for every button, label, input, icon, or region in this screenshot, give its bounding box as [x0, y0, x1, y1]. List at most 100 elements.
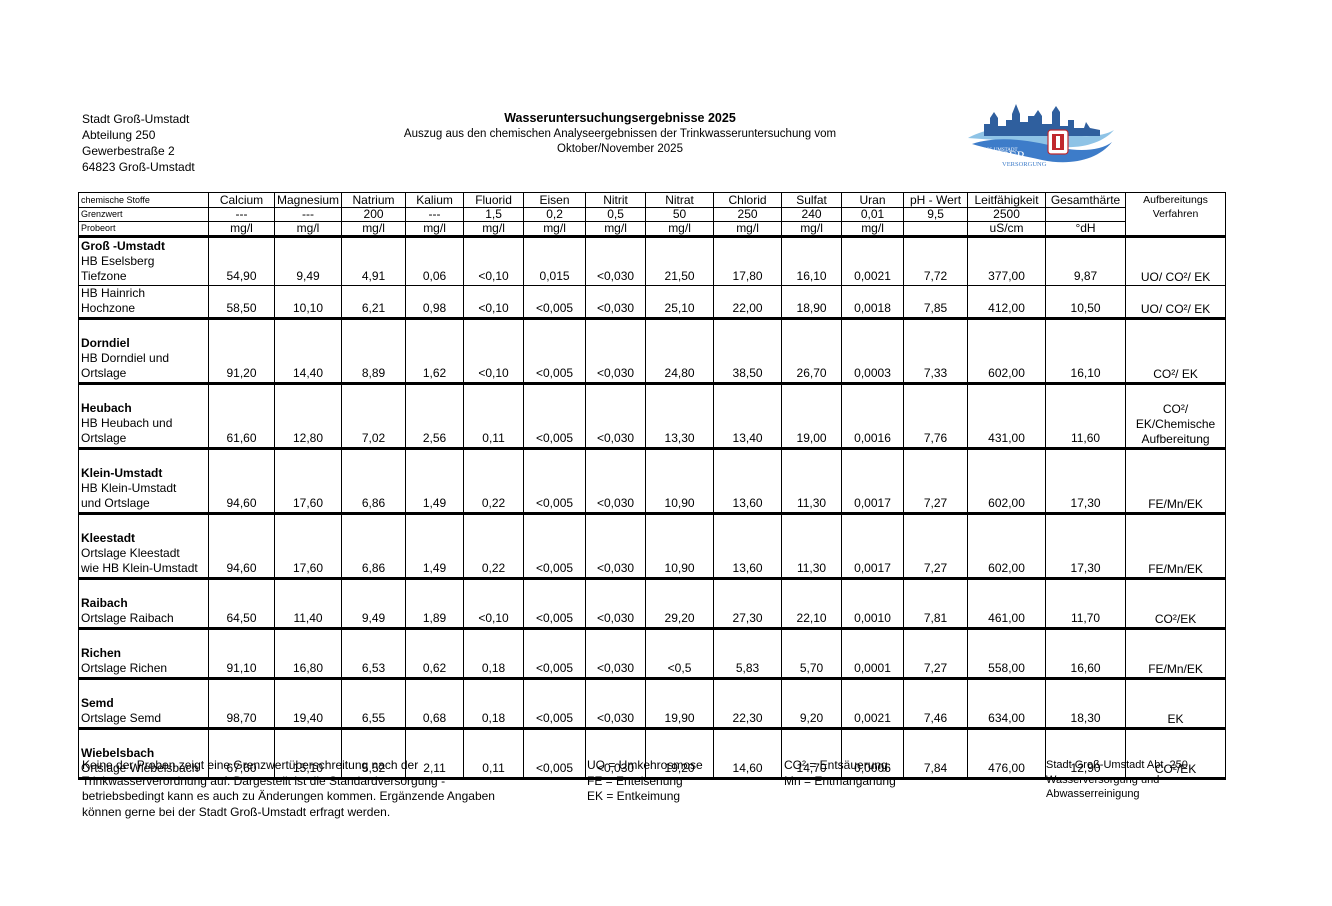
measurement-value: 38,50	[713, 317, 783, 384]
measurement-value: 17,80	[713, 235, 783, 286]
limit-value: 0,5	[585, 207, 647, 222]
measurement-value: 24,80	[645, 317, 715, 384]
location-detail: Tiefzone	[81, 269, 127, 283]
measurement-value: 98,70	[208, 677, 275, 729]
unit-label: mg/l	[273, 221, 343, 237]
limit-value: 2500	[967, 207, 1047, 222]
measurement-value: 7,72	[903, 235, 969, 286]
treatment-process: CO²/EK	[1125, 577, 1227, 629]
unit-label: mg/l	[341, 221, 407, 237]
treatment-process: FE/Mn/EK	[1125, 627, 1227, 679]
document-subtitle: Auszug aus den chemischen Analyseergebni…	[403, 128, 837, 140]
measurement-value: 19,20	[645, 727, 715, 780]
measurement-value: <0,10	[463, 285, 525, 319]
sample-location: Dorndiel HB Dorndiel und Ortslage	[78, 317, 209, 384]
org-line: Wasserversorgung und	[1046, 773, 1160, 786]
treatment-process: EK	[1125, 677, 1227, 729]
sample-location: Groß -Umstadt HB Eselsberg Tiefzone	[78, 235, 209, 286]
sender-address: Stadt Groß-Umstadt Abteilung 250 Gewerbe…	[82, 111, 195, 175]
measurement-value: 13,60	[713, 447, 783, 514]
location-detail: HB Eselsberg	[81, 254, 155, 268]
limit-value: ---	[273, 207, 343, 222]
treatment-process: CO²/ EK	[1125, 317, 1227, 384]
address-line: Stadt Groß-Umstadt	[82, 112, 190, 126]
location-detail: wie HB Klein-Umstadt	[81, 561, 198, 575]
measurement-value: 17,60	[273, 447, 343, 514]
limit-value: 200	[341, 207, 407, 222]
footer-note-line: Keine der Proben zeigt eine Grenzwertübe…	[82, 758, 419, 772]
location-detail: Ortslage Raibach	[81, 611, 174, 625]
measurement-value: 91,20	[208, 317, 275, 384]
measurement-value: 15,10	[273, 727, 343, 780]
measurement-value: 476,00	[967, 727, 1047, 780]
measurement-value: 2,11	[405, 727, 465, 780]
document-subtitle: Oktober/November 2025	[557, 143, 683, 155]
measurement-value: 0,0017	[841, 447, 905, 514]
treatment-process: CO²/EK	[1125, 727, 1227, 780]
column-header: Leitfähigkeit	[967, 192, 1047, 208]
measurement-value: 0,06	[405, 235, 465, 286]
column-header: Fluorid	[463, 192, 525, 208]
measurement-value: <0,030	[585, 285, 647, 319]
sample-location: Raibach Ortslage Raibach	[78, 577, 209, 629]
measurement-value: 0,0018	[841, 285, 905, 319]
measurement-value: 10,50	[1045, 285, 1127, 319]
measurement-value: 19,00	[781, 382, 843, 449]
measurement-value: 26,70	[781, 317, 843, 384]
measurement-value: 11,60	[1045, 382, 1127, 449]
measurement-value: <0,030	[585, 447, 647, 514]
process-legend-2: CO² = Entsäuerung Mn = Entmanganung	[784, 758, 896, 789]
location-detail: HB Dorndiel und	[81, 351, 170, 365]
measurement-value: 1,49	[405, 447, 465, 514]
measurement-value: <0,005	[523, 447, 587, 514]
measurement-value: 602,00	[967, 317, 1047, 384]
measurement-value: 7,81	[903, 577, 969, 629]
measurement-value: 10,90	[645, 512, 715, 579]
measurement-value: 0,0021	[841, 677, 905, 729]
logo-text-top: GROSS-UMSTADT	[976, 148, 1018, 153]
measurement-value: 14,40	[273, 317, 343, 384]
measurement-value: 12,90	[1045, 727, 1127, 780]
measurement-value: 94,60	[208, 512, 275, 579]
column-header: Natrium	[341, 192, 407, 208]
measurement-value: 6,86	[341, 447, 407, 514]
column-header: Kalium	[405, 192, 465, 208]
measurement-value: <0,005	[523, 727, 587, 780]
table-row: Richen Ortslage Richen 91,10 16,80 6,53 0,62 0…	[78, 627, 1227, 679]
table-row: Wiebelsbach Ortslage Wiebelsbach 67,60 15,1…	[78, 727, 1227, 780]
table-row: Kleestadt Ortslage Kleestadt wie HB Klein-…	[78, 512, 1227, 579]
measurement-value: 0,0006	[841, 727, 905, 780]
measurement-value: 431,00	[967, 382, 1047, 449]
measurement-value: 27,30	[713, 577, 783, 629]
measurement-value: 7,27	[903, 627, 969, 679]
treatment-process: UO/ CO²/ EK	[1125, 285, 1227, 319]
measurement-value: 91,10	[208, 627, 275, 679]
measurement-value: 22,10	[781, 577, 843, 629]
legend-item: CO² = Entsäuerung	[784, 758, 888, 772]
column-header: Chlorid	[713, 192, 783, 208]
sample-location: Kleestadt Ortslage Kleestadt wie HB Klein-…	[78, 512, 209, 579]
limit-value: ---	[208, 207, 275, 222]
unit-label: mg/l	[523, 221, 587, 237]
location-detail: Ortslage	[81, 431, 127, 445]
measurement-value: 7,46	[903, 677, 969, 729]
measurement-value: 18,90	[781, 285, 843, 319]
measurement-value: 17,30	[1045, 447, 1127, 514]
limit-value: 1,5	[463, 207, 525, 222]
column-header: Gesamthärte	[1045, 192, 1127, 208]
measurement-value: 634,00	[967, 677, 1047, 729]
footer-note: Keine der Proben zeigt eine Grenzwertübe…	[82, 758, 495, 820]
limit-value: 0,01	[841, 207, 905, 222]
measurement-value: 1,89	[405, 577, 465, 629]
measurement-value: 9,87	[1045, 235, 1127, 286]
measurement-value: 1,49	[405, 512, 465, 579]
measurement-value: 0,62	[405, 627, 465, 679]
location-name: Richen	[81, 646, 122, 660]
measurement-value: <0,030	[585, 512, 647, 579]
measurement-value: <0,005	[523, 677, 587, 729]
location-detail: Ortslage Semd	[81, 711, 162, 725]
legend-item: UO = Umkehrosmose	[587, 758, 703, 772]
measurement-value: 7,27	[903, 512, 969, 579]
limit-value: ---	[405, 207, 465, 222]
measurement-value: 7,33	[903, 317, 969, 384]
